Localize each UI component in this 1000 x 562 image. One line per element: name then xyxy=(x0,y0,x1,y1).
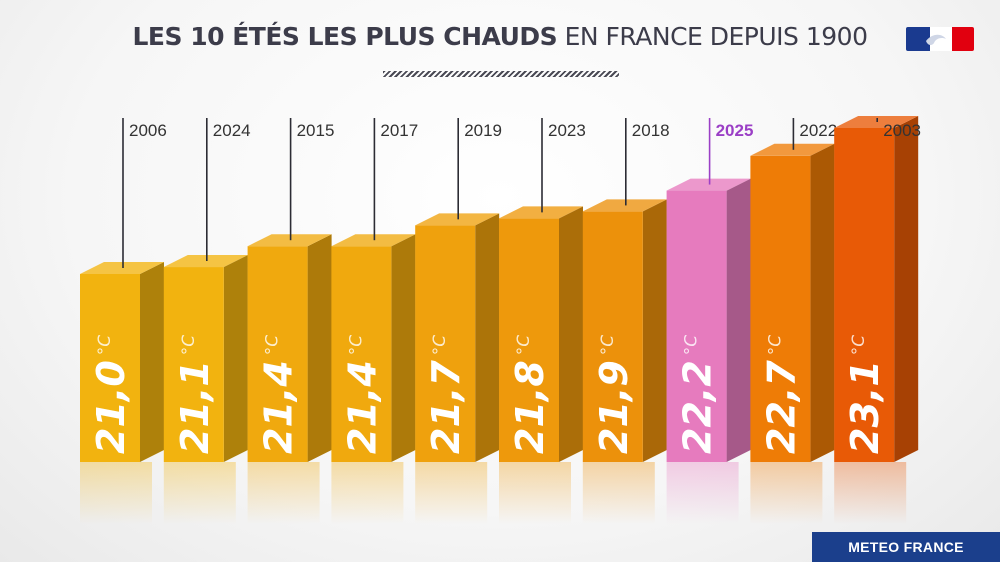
bar-reflection xyxy=(415,462,488,524)
bar-side xyxy=(642,199,667,462)
value-label-2015: 21,4°C xyxy=(257,335,301,454)
bar-top xyxy=(666,178,751,191)
bar-side xyxy=(726,178,751,463)
bar-2025: 2025 22,2°C xyxy=(666,118,754,524)
bar-reflection xyxy=(582,462,655,524)
chart-title: LES 10 ÉTÉS LES PLUS CHAUDS EN FRANCE DE… xyxy=(0,22,1000,51)
bar-2018: 2018 21,9°C xyxy=(582,118,670,524)
bar-2006: 2006 21,0°C xyxy=(80,118,167,524)
bar-side xyxy=(391,234,416,462)
bar-side xyxy=(140,262,164,462)
bar-top xyxy=(331,234,416,247)
bar-top xyxy=(582,199,667,212)
bar-top xyxy=(415,213,500,226)
bar-front xyxy=(80,274,140,462)
bar-reflection xyxy=(331,462,404,524)
year-label-2017: 2017 xyxy=(380,121,418,140)
bar-side xyxy=(223,255,248,462)
bar-top xyxy=(499,206,583,219)
bar-top xyxy=(750,143,835,156)
bar-front xyxy=(666,190,727,463)
source-badge: METEO FRANCE xyxy=(812,532,1000,562)
bar-front xyxy=(582,211,643,462)
bar-reflection xyxy=(247,462,320,524)
bar-front xyxy=(415,225,476,462)
bar-side xyxy=(894,116,919,462)
value-label-2024: 21,1°C xyxy=(173,335,217,454)
bar-reflection xyxy=(80,462,152,524)
title-light: EN FRANCE DEPUIS 1900 xyxy=(564,22,868,51)
bar-top xyxy=(247,234,332,247)
year-label-2003: 2003 xyxy=(883,121,921,140)
year-label-2024: 2024 xyxy=(213,121,251,140)
year-label-2025: 2025 xyxy=(716,121,754,140)
bar-side xyxy=(307,234,332,462)
bar-side xyxy=(475,213,500,462)
value-label-2025: 22,2°C xyxy=(676,335,720,454)
bar-front xyxy=(834,128,895,462)
bar-reflection xyxy=(750,462,823,524)
bar-2023: 2023 21,8°C xyxy=(499,118,586,524)
value-label-2018: 21,9°C xyxy=(592,335,636,454)
title-underline xyxy=(383,71,619,77)
value-label-2023: 21,8°C xyxy=(508,335,552,454)
year-label-2022: 2022 xyxy=(799,121,837,140)
bar-reflection xyxy=(499,462,571,524)
bar-top xyxy=(834,116,919,128)
value-label-2017: 21,4°C xyxy=(340,335,384,454)
year-label-2018: 2018 xyxy=(632,121,670,140)
title-bold: LES 10 ÉTÉS LES PLUS CHAUDS xyxy=(132,22,558,51)
bar-side xyxy=(810,143,835,463)
bar-front xyxy=(331,246,392,462)
bar-side xyxy=(559,206,583,462)
bar-2017: 2017 21,4°C xyxy=(331,118,418,524)
bar-2022: 2022 22,7°C xyxy=(750,118,837,524)
value-label-2019: 21,7°C xyxy=(424,335,468,454)
value-label-2022: 22,7°C xyxy=(759,335,803,454)
bar-top xyxy=(163,255,248,268)
value-label-2006: 21,0°C xyxy=(89,335,133,454)
bar-2003: 2003 23,1°C xyxy=(834,116,921,524)
value-label-2003: 23,1°C xyxy=(843,335,887,454)
republique-francaise-logo-icon xyxy=(906,27,974,51)
bar-reflection xyxy=(163,462,236,524)
bar-front xyxy=(499,218,559,462)
bar-2019: 2019 21,7°C xyxy=(415,118,502,524)
bar-top xyxy=(80,262,164,274)
bar-front xyxy=(163,267,224,462)
year-label-2023: 2023 xyxy=(548,121,586,140)
bar-2015: 2015 21,4°C xyxy=(247,118,335,524)
year-label-2006: 2006 xyxy=(129,121,167,140)
year-label-2015: 2015 xyxy=(297,121,335,140)
bar-reflection xyxy=(666,462,739,524)
bar-reflection xyxy=(834,462,907,524)
bar-front xyxy=(750,155,811,463)
bar-2024: 2024 21,1°C xyxy=(163,118,251,524)
bar-front xyxy=(247,246,308,462)
year-label-2019: 2019 xyxy=(464,121,502,140)
